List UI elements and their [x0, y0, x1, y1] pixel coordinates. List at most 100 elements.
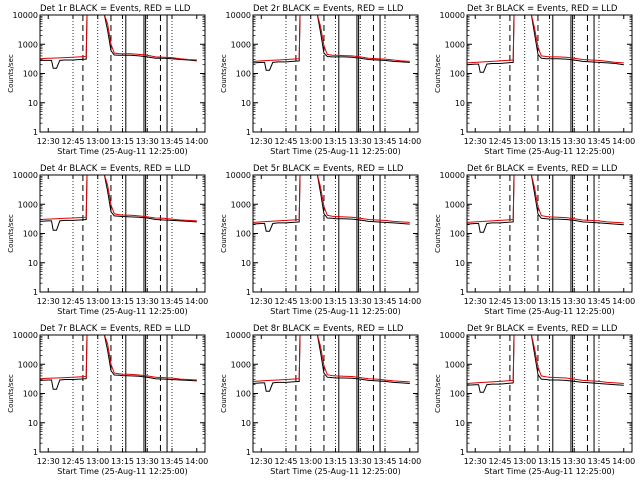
x-tick-label: 13:15 — [324, 297, 347, 306]
panel-title: Det 9r BLACK = Events, RED = LLD — [467, 324, 618, 334]
x-tick-label: 12:45 — [61, 457, 84, 466]
y-tick-label: 10 — [28, 259, 38, 268]
x-tick-label: 12:45 — [61, 297, 84, 306]
x-tick-label: 13:15 — [538, 297, 561, 306]
x-tick-label: 14:00 — [398, 137, 421, 146]
x-tick-label: 12:45 — [488, 297, 511, 306]
y-axis-label: Counts/sec — [434, 214, 442, 253]
x-axis-label: Start Time (25-Aug-11 12:25:00) — [57, 307, 188, 316]
y-tick-label: 100 — [236, 230, 251, 239]
y-tick-label: 1 — [246, 448, 251, 457]
y-tick-label: 10000 — [440, 171, 465, 180]
x-tick-label: 13:30 — [349, 457, 372, 466]
x-tick-label: 12:30 — [37, 297, 60, 306]
x-tick-label: 12:30 — [250, 457, 273, 466]
x-tick-label: 13:00 — [513, 457, 536, 466]
y-tick-label: 100 — [23, 390, 38, 399]
y-axis-label: Counts/sec — [7, 374, 15, 413]
x-tick-label: 13:00 — [513, 137, 536, 146]
x-tick-label: 13:45 — [160, 297, 183, 306]
y-tick-label: 1000 — [18, 360, 38, 369]
x-axis-label: Start Time (25-Aug-11 12:25:00) — [484, 147, 615, 156]
x-axis-label: Start Time (25-Aug-11 12:25:00) — [57, 147, 188, 156]
y-tick-label: 1 — [460, 288, 465, 297]
panel-6: Det 6r BLACK = Events, RED = LLD 12:30 12:… — [434, 164, 635, 316]
x-tick-label: 13:15 — [538, 457, 561, 466]
x-tick-label: 12:30 — [250, 297, 273, 306]
series-events — [40, 335, 197, 390]
y-tick-label: 1 — [460, 128, 465, 137]
y-axis-label: Counts/sec — [7, 54, 15, 93]
x-tick-label: 13:45 — [373, 297, 396, 306]
x-tick-label: 13:00 — [86, 457, 109, 466]
x-tick-label: 14:00 — [185, 457, 208, 466]
series-events — [253, 175, 410, 232]
y-tick-label: 1 — [246, 128, 251, 137]
y-tick-label: 1000 — [18, 40, 38, 49]
panel-title: Det 3r BLACK = Events, RED = LLD — [467, 4, 618, 14]
y-axis-label: Counts/sec — [7, 214, 15, 253]
x-tick-label: 14:00 — [398, 297, 421, 306]
y-axis-label: Counts/sec — [220, 214, 228, 253]
x-tick-label: 13:15 — [111, 297, 134, 306]
panel-title: Det 7r BLACK = Events, RED = LLD — [40, 324, 191, 334]
y-tick-label: 10000 — [226, 11, 251, 20]
y-tick-label: 100 — [450, 390, 465, 399]
series-lld — [467, 175, 624, 224]
x-tick-label: 13:45 — [587, 137, 610, 146]
y-tick-label: 100 — [450, 70, 465, 79]
series-lld — [253, 15, 410, 62]
x-tick-label: 13:30 — [349, 137, 372, 146]
x-tick-label: 13:30 — [563, 137, 586, 146]
y-tick-label: 1000 — [18, 200, 38, 209]
y-tick-label: 1000 — [231, 200, 251, 209]
y-tick-label: 100 — [23, 70, 38, 79]
y-tick-label: 10000 — [13, 171, 38, 180]
panel-9: Det 9r BLACK = Events, RED = LLD 12:30 12:… — [434, 324, 635, 476]
x-tick-label: 13:45 — [373, 457, 396, 466]
y-tick-label: 1000 — [445, 200, 465, 209]
y-tick-label: 10000 — [440, 331, 465, 340]
series-lld — [40, 15, 197, 61]
x-axis-label: Start Time (25-Aug-11 12:25:00) — [484, 467, 615, 476]
x-tick-label: 12:45 — [274, 457, 297, 466]
y-tick-label: 1 — [33, 448, 38, 457]
x-tick-label: 13:30 — [136, 457, 159, 466]
x-axis-label: Start Time (25-Aug-11 12:25:00) — [270, 307, 401, 316]
x-tick-label: 14:00 — [612, 137, 635, 146]
series-events — [253, 335, 410, 392]
y-axis-label: Counts/sec — [434, 54, 442, 93]
series-lld — [40, 175, 197, 222]
x-tick-label: 13:15 — [538, 137, 561, 146]
panel-1: Det 1r BLACK = Events, RED = LLD 12:30 12:… — [7, 4, 208, 156]
y-tick-label: 1000 — [231, 360, 251, 369]
x-tick-label: 13:00 — [513, 297, 536, 306]
x-tick-label: 12:30 — [250, 137, 273, 146]
series-events — [467, 15, 624, 73]
x-tick-label: 13:15 — [324, 137, 347, 146]
series-lld — [40, 335, 197, 381]
series-events — [40, 175, 197, 231]
x-tick-label: 14:00 — [185, 297, 208, 306]
y-axis-label: Counts/sec — [220, 374, 228, 413]
y-tick-label: 10 — [241, 99, 251, 108]
y-tick-label: 10 — [28, 419, 38, 428]
y-axis-label: Counts/sec — [220, 54, 228, 93]
x-tick-label: 13:45 — [160, 137, 183, 146]
x-tick-label: 12:45 — [274, 137, 297, 146]
panel-title: Det 4r BLACK = Events, RED = LLD — [40, 164, 191, 174]
series-lld — [467, 15, 624, 64]
y-tick-label: 10000 — [226, 171, 251, 180]
x-axis-label: Start Time (25-Aug-11 12:25:00) — [270, 467, 401, 476]
y-tick-label: 1 — [460, 448, 465, 457]
series-events — [40, 15, 197, 69]
x-tick-label: 13:45 — [160, 457, 183, 466]
series-events — [467, 335, 624, 393]
x-axis-label: Start Time (25-Aug-11 12:25:00) — [57, 467, 188, 476]
x-tick-label: 12:30 — [37, 457, 60, 466]
y-tick-label: 100 — [23, 230, 38, 239]
y-tick-label: 10 — [455, 259, 465, 268]
y-tick-label: 10000 — [13, 11, 38, 20]
y-tick-label: 10 — [28, 99, 38, 108]
